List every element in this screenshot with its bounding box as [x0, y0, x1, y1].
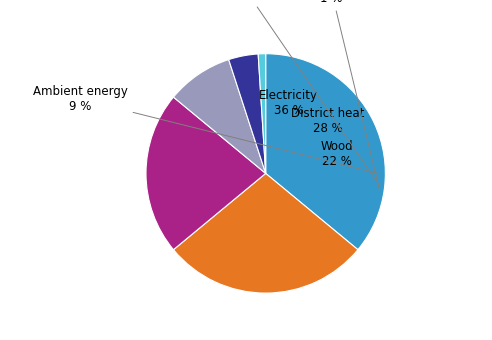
Wedge shape	[266, 54, 385, 250]
Wedge shape	[258, 54, 266, 173]
Wedge shape	[174, 173, 358, 293]
Text: Electricity
36 %: Electricity 36 %	[259, 89, 318, 117]
Text: Light fuel oil
4 %: Light fuel oil 4 %	[208, 0, 379, 185]
Text: Wood
22 %: Wood 22 %	[321, 140, 354, 168]
Wedge shape	[229, 54, 266, 173]
Text: Others
1 %: Others 1 %	[311, 0, 379, 190]
Text: District heat
28 %: District heat 28 %	[291, 107, 365, 135]
Text: Ambient energy
9 %: Ambient energy 9 %	[33, 85, 379, 174]
Wedge shape	[174, 59, 266, 173]
Wedge shape	[146, 97, 266, 250]
